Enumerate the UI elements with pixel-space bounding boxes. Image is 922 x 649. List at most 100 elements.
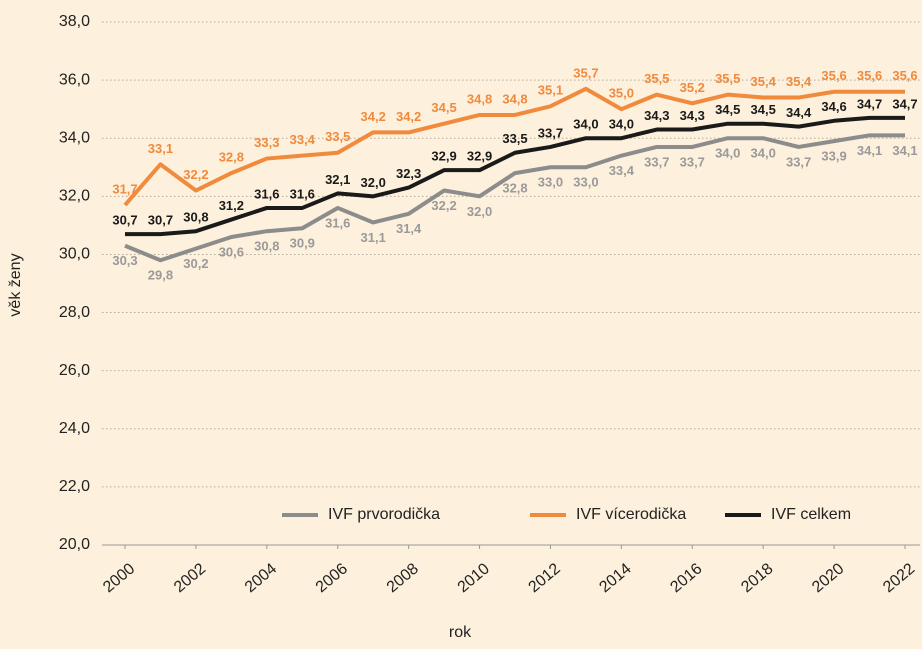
data-label: 33,7: [786, 154, 811, 169]
x-tick-label: 2004: [242, 560, 280, 596]
data-label: 35,0: [609, 86, 634, 101]
data-label: 33,3: [254, 135, 279, 150]
data-label: 31,1: [361, 230, 386, 245]
data-label: 31,6: [254, 186, 279, 201]
data-label: 34,6: [821, 99, 846, 114]
data-label: 32,1: [325, 172, 350, 187]
data-label: 33,0: [538, 175, 563, 190]
data-label: 34,5: [431, 100, 456, 115]
data-label: 34,4: [786, 105, 812, 120]
data-label: 32,0: [467, 204, 492, 219]
data-label: 30,7: [112, 213, 137, 228]
data-label: 34,2: [396, 109, 421, 124]
x-tick-label: 2016: [667, 560, 705, 596]
data-label: 33,4: [609, 163, 635, 178]
data-label: 30,9: [290, 236, 315, 251]
y-axis-title: věk ženy: [7, 253, 24, 316]
data-label: 34,0: [715, 146, 740, 161]
data-label: 32,8: [219, 150, 244, 165]
data-label: 29,8: [148, 268, 173, 283]
x-tick-label: 2002: [171, 560, 209, 596]
data-label: 32,9: [431, 149, 456, 164]
x-tick-label: 2000: [100, 560, 138, 596]
data-label: 35,2: [680, 80, 705, 95]
data-label: 35,6: [821, 68, 846, 83]
series-line: [123, 86, 905, 207]
y-tick-label: 38,0: [59, 13, 90, 30]
data-label: 34,8: [467, 91, 492, 106]
data-label: 35,5: [644, 71, 669, 86]
data-label: 30,2: [183, 256, 208, 271]
x-tick-label: 2012: [526, 560, 564, 596]
data-label: 33,0: [573, 175, 598, 190]
data-label: 34,3: [680, 108, 705, 123]
y-tick-label: 30,0: [59, 246, 90, 263]
data-label: 30,7: [148, 213, 173, 228]
data-label: 34,5: [715, 102, 740, 117]
y-tick-label: 36,0: [59, 71, 90, 88]
legend-label: IVF celkem: [771, 506, 851, 523]
data-label: 34,5: [751, 102, 776, 117]
y-tick-label: 32,0: [59, 188, 90, 205]
data-label: 33,5: [502, 131, 527, 146]
data-label: 31,4: [396, 221, 422, 236]
data-label: 35,7: [573, 65, 598, 80]
data-label: 34,1: [892, 143, 917, 158]
x-tick-label: 2006: [313, 560, 351, 596]
data-label: 33,7: [644, 154, 669, 169]
y-tick-label: 20,0: [59, 536, 90, 553]
data-label: 32,2: [183, 167, 208, 182]
data-label: 35,6: [892, 68, 917, 83]
data-label: 35,4: [786, 74, 812, 89]
legend-label: IVF vícerodička: [576, 506, 686, 523]
x-axis-title: rok: [449, 624, 472, 641]
data-label: 31,7: [112, 181, 137, 196]
x-tick-label: 2008: [384, 560, 422, 596]
data-label: 33,9: [821, 149, 846, 164]
data-label: 35,1: [538, 83, 563, 98]
data-label: 30,6: [219, 244, 244, 259]
data-label: 34,0: [609, 117, 634, 132]
x-tick-label: 2020: [809, 560, 847, 596]
y-tick-label: 26,0: [59, 362, 90, 379]
y-tick-label: 34,0: [59, 129, 90, 146]
data-label: 33,7: [680, 154, 705, 169]
data-label: 30,3: [112, 253, 137, 268]
data-label: 34,0: [573, 117, 598, 132]
series-line: [124, 133, 905, 263]
data-label: 33,5: [325, 129, 350, 144]
data-label: 30,8: [254, 239, 279, 254]
data-label: 32,3: [396, 166, 421, 181]
data-label: 32,2: [431, 198, 456, 213]
data-label: 34,1: [857, 143, 882, 158]
data-label: 33,1: [148, 141, 173, 156]
legend-label: IVF prvorodička: [328, 506, 440, 523]
data-label: 31,2: [219, 198, 244, 213]
data-label: 34,3: [644, 108, 669, 123]
data-label: 35,6: [857, 68, 882, 83]
data-label: 34,8: [502, 91, 527, 106]
y-tick-label: 24,0: [59, 420, 90, 437]
data-label: 35,4: [751, 74, 777, 89]
data-label: 33,4: [290, 132, 316, 147]
data-label: 34,2: [361, 109, 386, 124]
x-tick-label: 2010: [455, 560, 493, 596]
x-tick-label: 2022: [880, 560, 918, 596]
data-label: 31,6: [290, 186, 315, 201]
y-tick-label: 22,0: [59, 478, 90, 495]
x-tick-label: 2018: [738, 560, 776, 596]
data-label: 32,0: [361, 175, 386, 190]
data-label: 32,8: [502, 181, 527, 196]
data-label: 35,5: [715, 71, 740, 86]
data-label: 33,7: [538, 125, 563, 140]
data-label: 34,7: [892, 96, 917, 111]
x-tick-label: 2014: [596, 560, 634, 596]
data-label: 30,8: [183, 210, 208, 225]
data-label: 32,9: [467, 149, 492, 164]
data-label: 34,0: [751, 146, 776, 161]
series-line: [125, 115, 905, 237]
data-label: 31,6: [325, 215, 350, 230]
data-label: 34,7: [857, 96, 882, 111]
y-tick-label: 28,0: [59, 304, 90, 321]
